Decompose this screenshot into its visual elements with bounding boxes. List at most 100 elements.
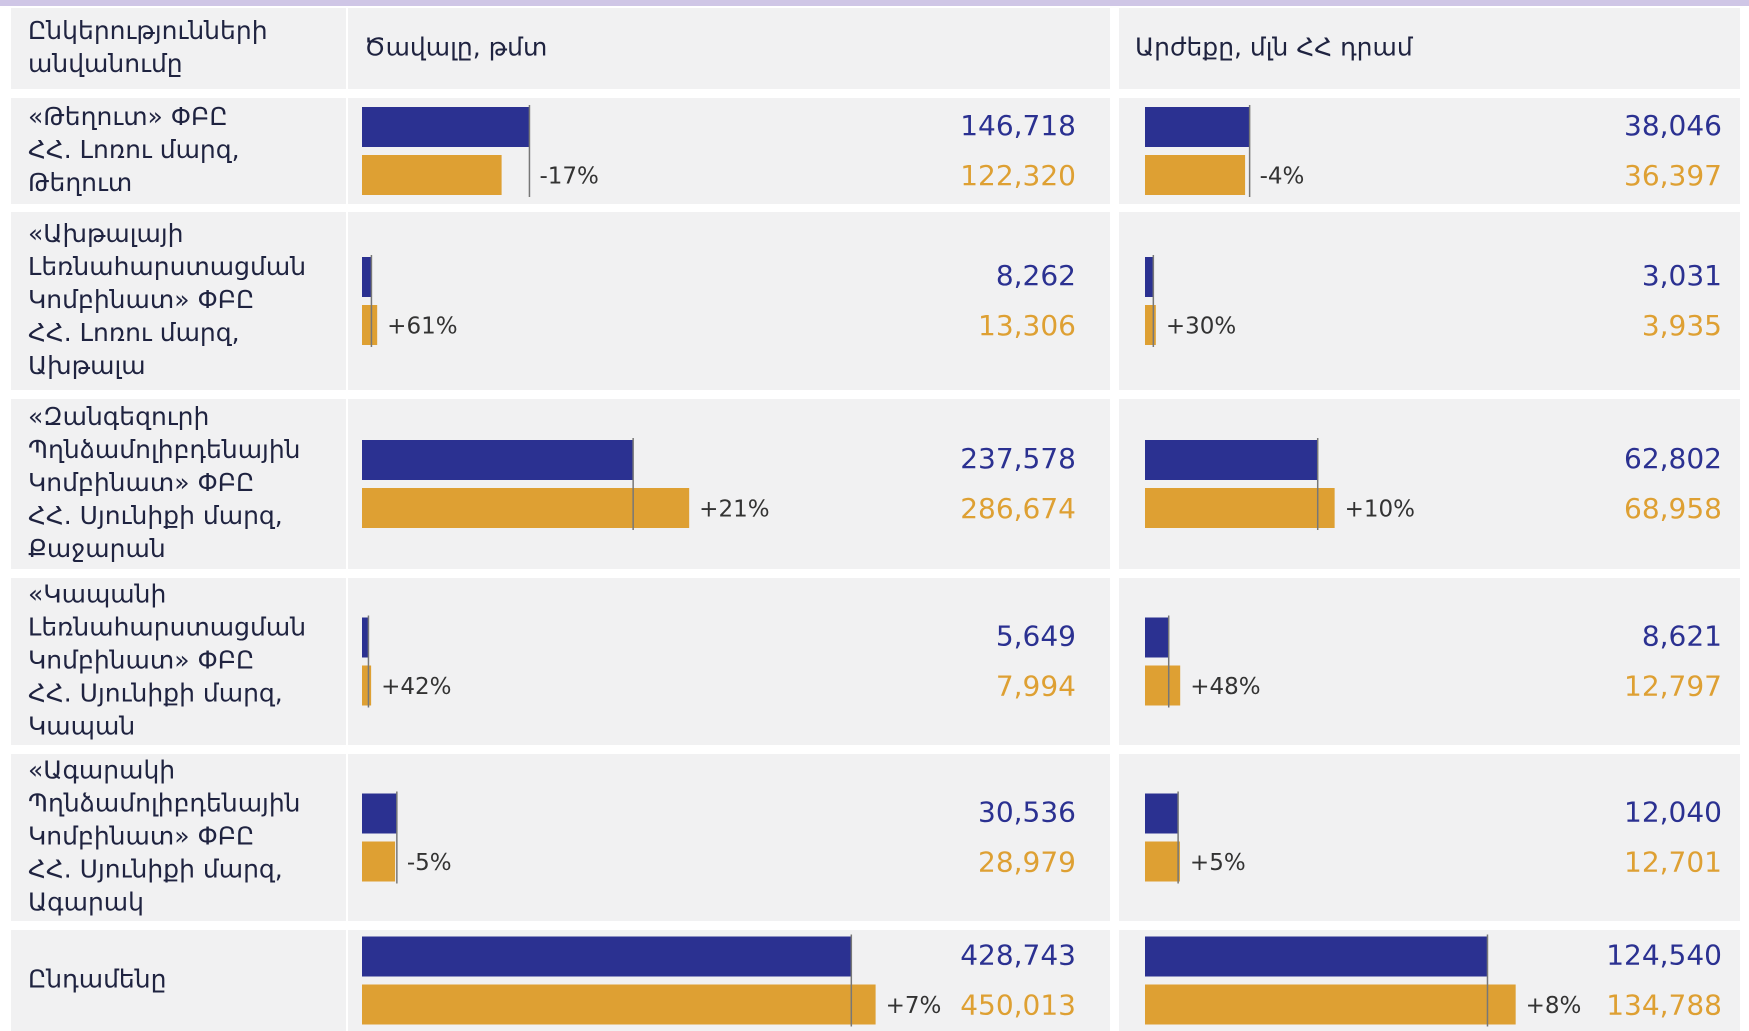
change-label: -17% — [539, 164, 598, 190]
change-label: +42% — [381, 674, 451, 700]
bar — [362, 107, 530, 147]
bar — [362, 984, 876, 1025]
company-name: Թեղուտ — [28, 168, 132, 197]
cell — [1119, 399, 1740, 569]
cell — [348, 399, 1110, 569]
cell — [11, 754, 346, 921]
bar — [1145, 936, 1488, 977]
bar — [1145, 440, 1318, 480]
company-name: Կոմբինատ» ՓԲԸ — [28, 646, 254, 675]
value-label: 8,262 — [996, 259, 1076, 292]
cell — [11, 578, 346, 745]
bar — [362, 440, 634, 480]
bar — [1145, 257, 1154, 297]
cell — [348, 578, 1110, 745]
value-label: 38,046 — [1624, 109, 1722, 142]
company-name: Լեռնահարստացման — [28, 252, 306, 281]
bar — [362, 257, 372, 297]
bar — [1145, 793, 1179, 834]
company-name: ՀՀ. Սյունիքի մարզ, — [28, 679, 283, 708]
bar — [362, 665, 372, 706]
value-label: 12,040 — [1624, 796, 1722, 829]
value-label: 286,674 — [960, 492, 1076, 525]
column-header: Արժեքը, մլն ՀՀ դրամ — [1135, 33, 1414, 62]
bar — [1145, 488, 1335, 528]
value-label: 124,540 — [1606, 939, 1722, 972]
bar — [1145, 155, 1246, 195]
column-header: Ծավալը, թմտ — [364, 33, 547, 62]
cell — [348, 8, 1110, 89]
company-name: ՀՀ. Սյունիքի մարզ, — [28, 501, 283, 530]
change-label: +8% — [1526, 993, 1582, 1019]
value-label: 428,743 — [960, 939, 1076, 972]
company-name: Կոմբինատ» ՓԲԸ — [28, 285, 254, 314]
company-name: Ընդամենը — [28, 965, 166, 994]
company-name: Կոմբինատ» ՓԲԸ — [28, 468, 254, 497]
company-name: Կոմբինատ» ՓԲԸ — [28, 822, 254, 851]
bar — [362, 936, 852, 977]
column-header: անվանումը — [28, 49, 183, 78]
change-label: -4% — [1260, 164, 1305, 190]
bar — [1145, 305, 1156, 345]
change-label: +7% — [886, 993, 942, 1019]
bar — [1145, 841, 1180, 882]
company-name: «Ախթալայի — [28, 219, 184, 248]
value-label: 146,718 — [960, 109, 1076, 142]
cell — [348, 754, 1110, 921]
bar — [362, 305, 378, 345]
company-name: Քաջարան — [28, 534, 166, 563]
bar — [362, 793, 397, 834]
value-label: 36,397 — [1624, 159, 1722, 192]
cell — [11, 399, 346, 569]
change-label: +30% — [1166, 314, 1236, 340]
bar — [1145, 984, 1516, 1025]
cell — [1119, 212, 1740, 390]
company-name: Պղնձամոլիբդենային — [28, 435, 301, 464]
company-name: «Կապանի — [28, 580, 166, 609]
value-label: 62,802 — [1624, 442, 1722, 475]
company-name: Ախթալա — [28, 351, 146, 380]
bar — [1145, 107, 1250, 147]
change-label: -5% — [407, 850, 452, 876]
value-label: 237,578 — [960, 442, 1076, 475]
bar — [1145, 665, 1181, 706]
bar — [362, 841, 396, 882]
cell — [1119, 8, 1740, 89]
change-label: +48% — [1190, 674, 1260, 700]
company-name: Կապան — [28, 712, 135, 741]
value-label: 450,013 — [960, 989, 1076, 1022]
company-name: ՀՀ. Լոռու մարզ, — [28, 318, 240, 347]
value-label: 28,979 — [978, 846, 1076, 879]
bar — [362, 488, 690, 528]
cell — [11, 930, 346, 1031]
cell — [11, 98, 346, 204]
cell — [348, 212, 1110, 390]
company-name: «Ագարակի — [28, 756, 175, 785]
value-label: 12,701 — [1624, 846, 1722, 879]
value-label: 13,306 — [978, 309, 1076, 342]
value-label: 5,649 — [996, 620, 1076, 653]
company-name: Ագարակ — [28, 888, 144, 917]
cell — [11, 212, 346, 390]
value-label: 8,621 — [1642, 620, 1722, 653]
value-label: 7,994 — [996, 670, 1076, 703]
company-name: ՀՀ. Լոռու մարզ, — [28, 135, 240, 164]
cell — [11, 8, 346, 89]
column-header: Ընկերությունների — [28, 16, 268, 45]
company-name: «Թեղուտ» ՓԲԸ — [28, 102, 228, 131]
change-label: +5% — [1190, 850, 1246, 876]
value-label: 122,320 — [960, 159, 1076, 192]
value-label: 3,031 — [1642, 259, 1722, 292]
value-label: 30,536 — [978, 796, 1076, 829]
change-label: +21% — [699, 497, 769, 523]
change-label: +10% — [1345, 497, 1415, 523]
company-name: Լեռնահարստացման — [28, 613, 306, 642]
bar — [362, 617, 369, 658]
value-label: 12,797 — [1624, 670, 1722, 703]
top-strip — [0, 0, 1749, 6]
cell — [1119, 754, 1740, 921]
bar — [362, 155, 502, 195]
company-name: «Զանգեզուրի — [28, 402, 209, 431]
value-label: 68,958 — [1624, 492, 1722, 525]
